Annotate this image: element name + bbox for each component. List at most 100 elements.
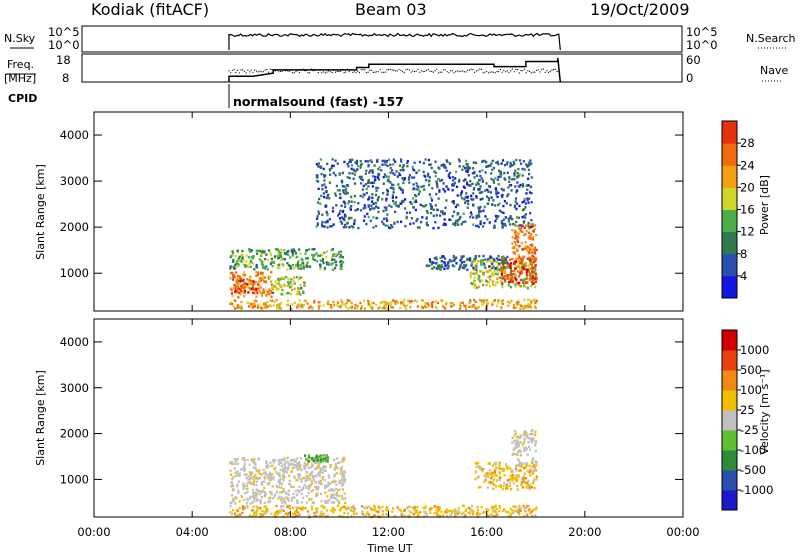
nave-dot [273, 70, 275, 72]
velocity-cell [331, 508, 334, 511]
power-cell [259, 280, 262, 283]
velocity-cell [246, 491, 249, 494]
power-cell [309, 305, 312, 308]
power-cell [258, 279, 261, 282]
velocity-cell [339, 515, 342, 518]
power-cell [532, 272, 535, 275]
velocity-cell [515, 478, 518, 482]
xtick-label: 00:00 [77, 525, 110, 539]
velocity-cell [494, 461, 497, 464]
power-cell [274, 280, 277, 283]
velocity-cell [269, 475, 272, 479]
power-cell [427, 302, 430, 306]
power-cell [325, 190, 328, 193]
nave-dot [515, 68, 517, 71]
power-cell [465, 307, 468, 310]
power-cell [527, 184, 530, 187]
power-cell [250, 261, 253, 264]
velocity-cell [521, 477, 524, 480]
power-cell [390, 305, 393, 309]
power-cell [323, 251, 326, 254]
nave-dot [300, 69, 302, 71]
velocity-cell [231, 484, 235, 487]
velocity-cell [514, 429, 517, 433]
power-cell [473, 176, 476, 179]
velocity-cell [243, 463, 246, 466]
power-cell [410, 300, 413, 303]
power-cell [529, 243, 532, 247]
velocity-cell [495, 507, 498, 511]
power-cell [467, 174, 470, 177]
nave-dot [334, 71, 337, 73]
velocity-cell [340, 507, 343, 511]
beam-title: Beam 03 [355, 0, 427, 19]
power-panel-frame [93, 111, 684, 312]
velocity-cell [510, 470, 513, 473]
velocity-cell [303, 462, 306, 465]
power-cell [529, 237, 532, 240]
power-cell [486, 165, 489, 168]
power-cell [463, 198, 466, 201]
power-cell [456, 194, 459, 197]
power-cell [473, 172, 476, 175]
power-cell [460, 192, 463, 195]
nave-dot [245, 72, 247, 74]
power-cell [391, 186, 394, 190]
power-cell [442, 213, 445, 216]
velocity-cell [263, 501, 266, 504]
velocity-cell [245, 502, 248, 505]
power-cell [487, 270, 490, 274]
power-cell [400, 160, 403, 163]
power-cell [261, 278, 264, 281]
nave-dot [295, 70, 297, 73]
velocity-cell [523, 432, 526, 435]
power-cell [530, 269, 534, 273]
freq-panel-frame [81, 53, 683, 83]
power-cell [266, 258, 270, 262]
power-cell [489, 255, 492, 258]
nave-dot [261, 71, 263, 73]
velocity-cell [257, 506, 260, 510]
velocity-cell [445, 508, 448, 511]
velocity-cell [338, 509, 341, 512]
velocity-cell [280, 505, 283, 508]
power-cell [235, 287, 238, 290]
power-cell [287, 264, 290, 267]
power-cell [371, 200, 374, 203]
power-cell [384, 302, 388, 306]
power-cell [253, 282, 256, 285]
velocity-colorbar-tick-label: -25 [740, 423, 759, 437]
velocity-cell [522, 504, 525, 508]
power-cell [533, 277, 536, 280]
power-cell [459, 304, 462, 308]
power-cell [472, 192, 475, 195]
velocity-cell [317, 460, 321, 464]
power-cell [450, 260, 453, 263]
velocity-cell [486, 509, 489, 513]
nave-dot [479, 68, 481, 70]
power-cell [373, 181, 376, 184]
power-cell [474, 300, 477, 304]
power-cell [527, 221, 530, 225]
power-cell [359, 194, 362, 198]
power-cell [513, 260, 516, 264]
power-cell [429, 203, 432, 206]
power-cell [524, 285, 527, 288]
nave-dot [400, 69, 402, 71]
power-cell [523, 267, 526, 271]
velocity-cell [316, 456, 319, 459]
power-cell [434, 175, 437, 178]
power-cell [521, 174, 524, 177]
power-cell [494, 187, 497, 190]
power-cell [515, 303, 518, 306]
velocity-cell [238, 473, 241, 476]
power-cell [386, 193, 389, 196]
power-cell [243, 295, 246, 298]
velocity-cell [517, 458, 520, 461]
power-cell [522, 160, 525, 163]
power-cell [521, 265, 524, 268]
power-cell [422, 184, 425, 188]
power-cell [479, 185, 482, 188]
velocity-cell [511, 436, 514, 440]
power-cell [367, 180, 370, 183]
